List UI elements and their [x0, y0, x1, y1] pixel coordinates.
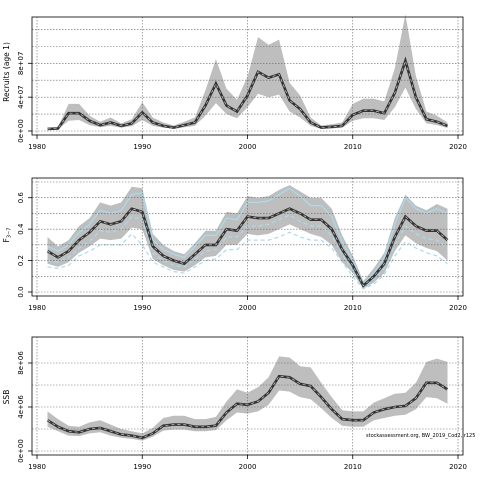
x-tick-label: 2000 [239, 143, 257, 151]
source-annotation: stockassessment.org, BW_2019_Cod2, r125 [366, 433, 475, 439]
x-tick-label: 1980 [28, 143, 46, 151]
x-tick-label: 1980 [28, 304, 46, 312]
x-tick-label: 1990 [133, 304, 151, 312]
y-tick-label: 0.0 [17, 286, 25, 297]
x-tick-label: 2020 [449, 463, 467, 471]
x-tick-label: 1990 [133, 143, 151, 151]
y-tick-label: 0.2 [17, 255, 25, 266]
y-axis-label-f-subscript: 3−7 [7, 228, 13, 239]
fishing-mortality-panel: F3−7 1980 1990 2000 2010 2020 0.0 0.2 0.4 0.6 [2, 177, 467, 312]
ssb-panel: SSB stockassessment.org, BW_2019_Cod2, r… [2, 336, 475, 471]
y-axis-label-recruits: Recruits (age 1) [2, 42, 11, 102]
x-tick-label: 2010 [344, 463, 362, 471]
y-tick-label: 0e+00 [17, 439, 25, 463]
x-tick-label: 2000 [239, 304, 257, 312]
y-tick-label: 4e+07 [17, 85, 25, 109]
f-confidence-band [47, 185, 448, 289]
recruits-median-dash [47, 59, 448, 130]
y-tick-label: 8e+06 [17, 351, 25, 375]
y-axis-label-f-main: F [2, 238, 11, 242]
y-axis-label-f: F3−7 [2, 228, 13, 243]
y-tick-label: 0.4 [17, 223, 25, 235]
x-tick-label: 1990 [133, 463, 151, 471]
y-tick-label: 4e+06 [17, 395, 25, 419]
y-tick-label: 0.6 [17, 192, 25, 204]
y-axis-label-ssb: SSB [2, 390, 11, 405]
x-tick-label: 2020 [449, 304, 467, 312]
x-tick-label: 2020 [449, 143, 467, 151]
x-tick-label: 2000 [239, 463, 257, 471]
x-tick-label: 1980 [28, 463, 46, 471]
f-median-dash [47, 208, 448, 287]
x-tick-label: 2010 [344, 304, 362, 312]
ssb-median-dash [47, 375, 448, 439]
y-tick-label: 8e+07 [17, 52, 25, 76]
recruits-panel: Recruits (age 1) 1980 1990 2000 2010 2020 0e+… [2, 14, 467, 151]
x-tick-label: 2010 [344, 143, 362, 151]
y-tick-label: 0e+00 [17, 119, 25, 143]
